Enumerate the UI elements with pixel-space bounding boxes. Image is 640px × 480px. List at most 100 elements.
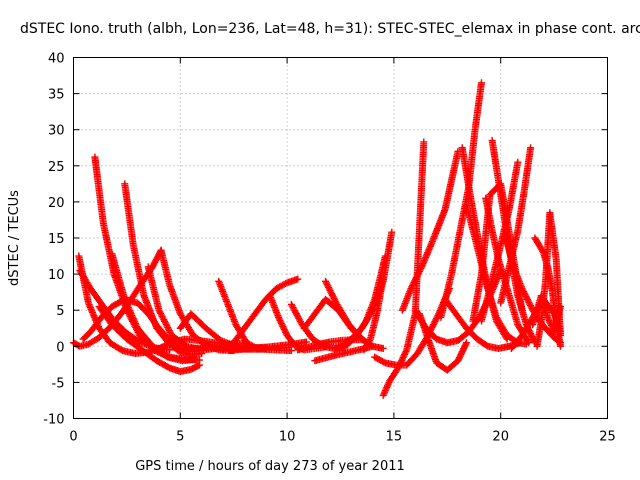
data-point (128, 311, 136, 319)
data-point (409, 280, 417, 288)
data-point (129, 315, 137, 323)
data-point (379, 274, 387, 282)
y-tick-label: 5 (56, 304, 64, 319)
data-point (191, 355, 199, 363)
data-point (557, 303, 565, 311)
data-point (432, 314, 440, 322)
data-point (126, 308, 134, 316)
data-point (130, 316, 138, 324)
data-point (463, 339, 471, 347)
arc-series-29 (416, 310, 471, 374)
data-point (328, 291, 336, 299)
data-point (131, 318, 139, 326)
data-point (408, 283, 416, 291)
y-tick-label: 40 (48, 52, 65, 67)
data-point (413, 272, 421, 280)
data-point (161, 319, 169, 327)
data-point (327, 288, 335, 296)
data-point (123, 300, 131, 308)
data-point (157, 309, 165, 317)
data-point (544, 313, 552, 321)
data-point (557, 342, 565, 350)
data-point (155, 306, 163, 314)
data-point (402, 347, 410, 355)
data-point (412, 275, 420, 283)
data-point (324, 282, 332, 290)
x-tick-label: 25 (599, 430, 616, 445)
data-point (325, 284, 333, 292)
data-point (430, 319, 438, 327)
data-point (121, 295, 129, 303)
data-point (415, 268, 423, 276)
y-tick-label: 25 (48, 160, 65, 175)
data-point (381, 388, 389, 396)
x-tick-label: 10 (279, 430, 296, 445)
data-point (322, 279, 330, 287)
data-point (161, 317, 169, 325)
x-axis-label: GPS time / hours of day 273 of year 2011 (135, 459, 405, 474)
data-point (524, 337, 532, 345)
y-tick-label: 35 (48, 88, 65, 103)
data-point (407, 285, 415, 293)
y-tick-labels: -10 -5 0 5 10 15 20 25 30 35 40 (43, 52, 64, 428)
x-tick-labels: 0 5 10 15 20 25 (69, 430, 615, 445)
y-tick-label: 20 (48, 196, 65, 211)
data-point (415, 269, 423, 277)
arc-series-19 (294, 336, 366, 354)
data-point (165, 325, 173, 333)
data-point (382, 385, 390, 393)
data-point (326, 287, 334, 295)
data-point (196, 361, 204, 369)
data-point (328, 290, 336, 298)
data-point (165, 327, 173, 335)
data-point (132, 321, 140, 329)
data-point (323, 280, 331, 288)
data-point (462, 340, 470, 348)
chart-title: dSTEC Iono. truth (albh, Lon=236, Lat=48… (20, 21, 640, 37)
data-point (380, 390, 388, 398)
data-point (526, 300, 534, 308)
data-point (134, 337, 142, 345)
data-point (420, 138, 428, 146)
data-point (410, 278, 418, 286)
data-point (379, 391, 387, 399)
data-point (519, 286, 527, 294)
data-point (162, 320, 170, 328)
data-point (417, 264, 425, 272)
data-point (380, 358, 388, 366)
data-point (520, 289, 528, 297)
arc-series-28 (398, 147, 462, 314)
x-tick-label: 5 (176, 430, 184, 445)
data-point (126, 307, 134, 315)
data-point (388, 228, 396, 236)
y-tick-label: -10 (43, 413, 64, 428)
data-point (514, 158, 522, 166)
data-point (127, 310, 135, 318)
y-tick-label: 30 (48, 124, 65, 139)
arc-series-14 (215, 277, 272, 352)
data-point (527, 144, 535, 152)
data-point (409, 281, 417, 289)
data-point (159, 314, 167, 322)
data-point (381, 387, 389, 395)
data-point (525, 298, 533, 306)
data-point (164, 324, 172, 332)
data-point (520, 288, 528, 296)
x-tick-label: 0 (69, 430, 77, 445)
data-point (545, 317, 553, 325)
y-axis-label: dSTEC / TECUs (7, 190, 22, 286)
data-point (527, 303, 535, 311)
x-tick-label: 15 (386, 430, 403, 445)
x-tick-label: 20 (492, 430, 509, 445)
data-point (379, 344, 387, 352)
arc-series-7 (95, 303, 204, 376)
arc-series-6 (108, 250, 199, 365)
data-point (194, 362, 202, 370)
data-point (287, 347, 295, 355)
data-point (163, 322, 171, 330)
arc-series-25 (360, 274, 387, 354)
data-point (166, 328, 174, 336)
arc-series-24 (339, 228, 396, 348)
arc-series-31 (437, 79, 485, 321)
